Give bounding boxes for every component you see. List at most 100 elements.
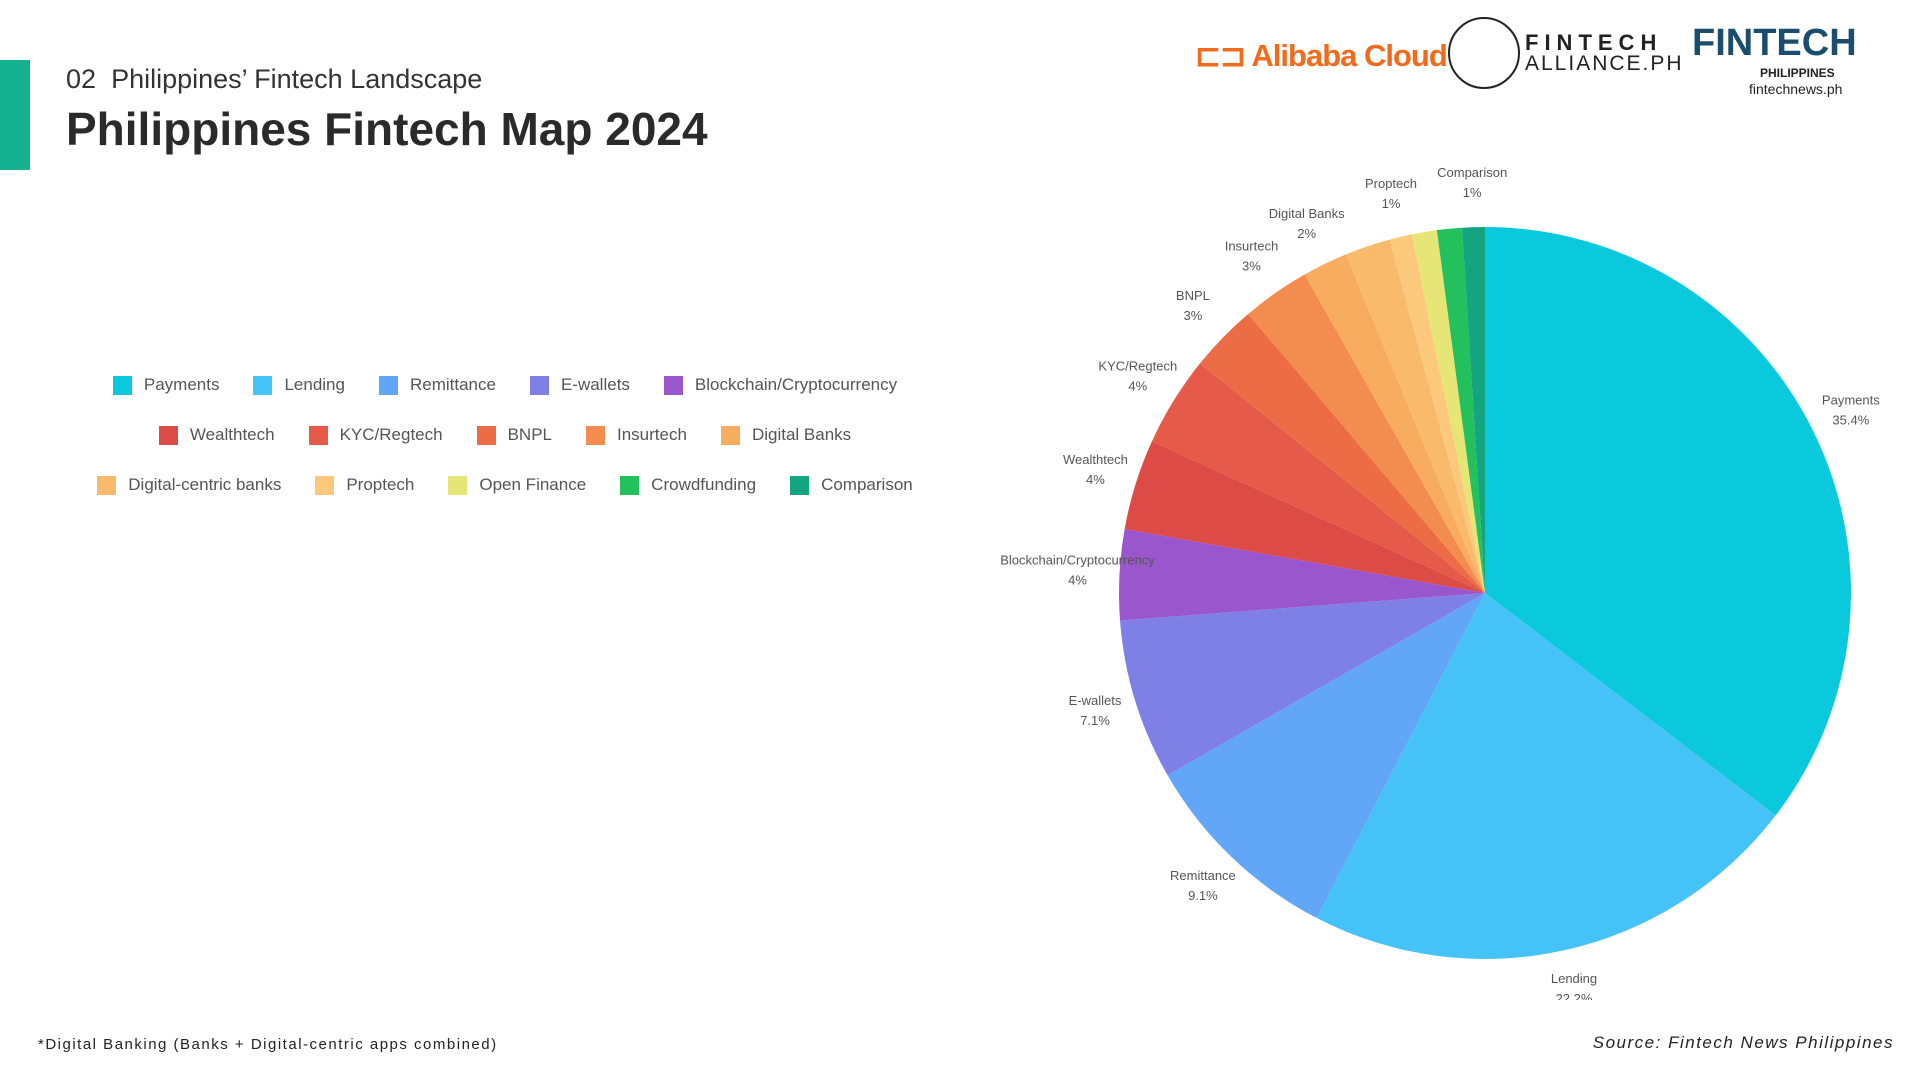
- slice-value: 9.1%: [1188, 888, 1218, 903]
- slice-value: 1%: [1382, 196, 1401, 211]
- legend-item: BNPL: [476, 425, 552, 445]
- slice-value: 35.4%: [1832, 412, 1869, 427]
- source: Source: Fintech News Philippines: [1592, 1033, 1894, 1052]
- legend-label: BNPL: [507, 425, 552, 444]
- legend-swatch: [158, 425, 178, 445]
- pie-slice: [1118, 528, 1485, 621]
- pie-slice: [1485, 227, 1852, 816]
- legend-swatch: [315, 475, 335, 495]
- slice-value: 4%: [1128, 379, 1147, 394]
- pie-slice: [1200, 313, 1485, 593]
- legend-label: Proptech: [346, 475, 415, 494]
- pie-slice: [1462, 227, 1485, 593]
- legend-label: Comparison: [821, 475, 913, 494]
- legend-item: Proptech: [315, 475, 414, 495]
- legend-label: Payments: [143, 375, 220, 394]
- legend-item: Digital Banks: [720, 425, 852, 445]
- legend-swatch: [663, 375, 683, 395]
- slice-value: 7.1%: [1080, 713, 1110, 728]
- slice-value: 1%: [1463, 185, 1482, 200]
- logo-text: ALLIANCE.PH: [1525, 52, 1684, 75]
- slice-label: Comparison: [1437, 165, 1507, 180]
- slice-value: 3%: [1183, 308, 1202, 323]
- legend-row: Digital-centric banks Proptech Open Financ…: [90, 460, 920, 510]
- legend-label: Open Finance: [479, 475, 587, 494]
- legend-label: Digital Banks: [751, 425, 852, 444]
- slice-label: Remittance: [1170, 868, 1236, 883]
- pie-slice: [1411, 230, 1485, 594]
- pie-slice: [1167, 593, 1485, 919]
- logo-text: FINTECH: [1692, 22, 1857, 64]
- page-title: Philippines Fintech Map 2024: [66, 103, 708, 155]
- slice-value: 4%: [1086, 472, 1105, 487]
- accent-bar: [0, 60, 30, 170]
- section-heading: 02 Philippines’ Fintech Landscape: [66, 64, 482, 95]
- legend-label: KYC/Regtech: [339, 425, 443, 444]
- logo-alliance-circle: [1448, 17, 1520, 89]
- legend-item: Blockchain/Cryptocurrency: [663, 375, 898, 395]
- legend-swatch: [378, 375, 398, 395]
- legend-swatch: [720, 425, 740, 445]
- legend-label: Remittance: [409, 375, 496, 394]
- legend-item: Lending: [253, 375, 345, 395]
- logo-text: FINTECH: [1525, 30, 1663, 55]
- legend-swatch: [253, 375, 273, 395]
- legend-item: Remittance: [378, 375, 496, 395]
- pie-slice: [1346, 239, 1485, 593]
- legend-label: Digital-centric banks: [128, 475, 282, 494]
- legend-item: Insurtech: [586, 425, 687, 445]
- legend-label: Wealthtech: [189, 425, 275, 444]
- legend-swatch: [476, 425, 496, 445]
- legend-row: Payments Lending Remittance E-wallets Blockc…: [90, 360, 920, 410]
- slice-label: KYC/Regtech: [1098, 359, 1177, 374]
- logo-alibaba: ⊏⊐ Alibaba Cloud: [1195, 38, 1448, 73]
- legend-item: E-wallets: [529, 375, 630, 395]
- legend-swatch: [529, 375, 549, 395]
- legend-swatch: [586, 425, 605, 445]
- legend-swatch: [448, 475, 468, 495]
- pie-slice: [1120, 593, 1485, 776]
- legend-item: Open Finance: [448, 475, 586, 495]
- logo-text: fintechnews.ph: [1749, 81, 1843, 97]
- legend-label: Insurtech: [617, 425, 687, 444]
- legend: Payments Lending Remittance E-wallets Blockc…: [90, 360, 920, 510]
- slice-label: Proptech: [1365, 176, 1417, 191]
- legend-item: Crowdfunding: [620, 475, 756, 495]
- section-name: Philippines’ Fintech Landscape: [111, 64, 483, 94]
- legend-item: Payments: [112, 375, 220, 395]
- slice-label: E-wallets: [1069, 693, 1122, 708]
- slice-label: Lending: [1551, 971, 1597, 986]
- legend-row: Wealthtech KYC/Regtech BNPL Insurtech Digita…: [90, 410, 920, 460]
- legend-label: Lending: [284, 375, 345, 394]
- logo-text: Alibaba Cloud: [1251, 38, 1447, 73]
- slice-value: 22.2%: [1556, 991, 1593, 1000]
- slice-value: 2%: [1297, 226, 1316, 241]
- legend-swatch: [620, 475, 640, 495]
- slice-label: Digital Banks: [1269, 206, 1345, 221]
- legend-item: Digital-centric banks: [97, 475, 281, 495]
- slice-value: 4%: [1068, 573, 1087, 588]
- pie-slice: [1316, 593, 1776, 959]
- slice-label: Insurtech: [1225, 238, 1278, 253]
- legend-label: Crowdfunding: [651, 475, 757, 494]
- slice-label: Payments: [1822, 392, 1880, 407]
- slice-label: Wealthtech: [1063, 452, 1128, 467]
- pie-slice: [1436, 227, 1485, 593]
- section-number: 02: [66, 64, 97, 94]
- chart: Payments 35.4% Lending 22.2% Remittance 9.1% E…: [1000, 165, 1880, 1000]
- footnote: *Digital Banking (Banks + Digital-centri…: [38, 1036, 498, 1053]
- legend-swatch: [112, 375, 132, 395]
- pie-slice: [1151, 363, 1485, 593]
- legend-swatch: [97, 475, 117, 495]
- pie-slice: [1304, 254, 1485, 593]
- legend-item: Wealthtech: [158, 425, 275, 445]
- slice-label: Blockchain/Cryptocurrency: [1000, 553, 1155, 568]
- pie-slice: [1248, 274, 1485, 593]
- slice-label: BNPL: [1176, 288, 1210, 303]
- legend-label: Blockchain/Cryptocurrency: [694, 375, 898, 394]
- legend-label: E-wallets: [560, 375, 630, 394]
- pie-slice: [1124, 441, 1485, 593]
- legend-item: Comparison: [790, 475, 913, 495]
- slice-value: 3%: [1242, 258, 1261, 273]
